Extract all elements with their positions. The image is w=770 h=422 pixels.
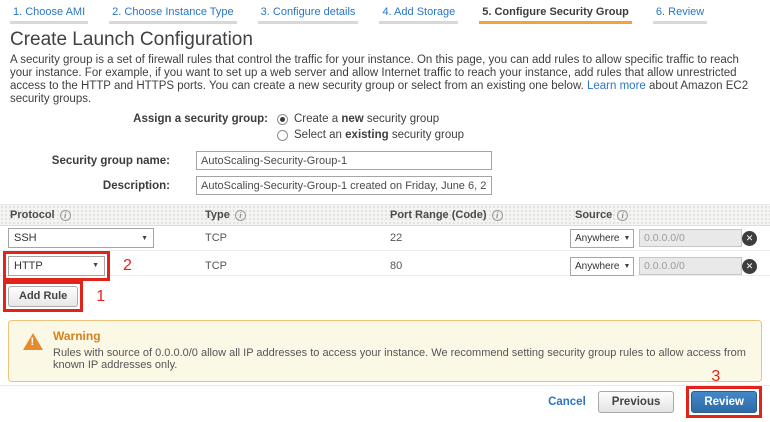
warning-box: ! Warning Rules with source of 0.0.0.0/0… — [8, 320, 762, 382]
source-cidr-input[interactable] — [639, 229, 742, 247]
rule-row-ssh: SSH▼ TCP 22 Anywhere▼ ✕ — [0, 226, 770, 251]
tab-choose-ami[interactable]: 1. Choose AMI — [10, 6, 89, 24]
description-input[interactable] — [196, 176, 492, 195]
annotation-box-2: HTTP ▼ — [3, 251, 110, 281]
chevron-down-icon: ▼ — [141, 234, 148, 242]
source-cell: Anywhere▼ ✕ — [560, 256, 770, 276]
protocol-cell: HTTP ▼ 2 — [0, 251, 195, 281]
description-row: Description: — [0, 176, 770, 195]
security-group-name-label: Security group name: — [51, 154, 170, 167]
intro-tail: about Amazon EC2 security groups. — [10, 80, 749, 105]
tab-add-storage[interactable]: 4. Add Storage — [379, 6, 459, 24]
warning-title: Warning — [53, 329, 101, 343]
info-icon[interactable]: i — [234, 209, 246, 221]
radio-select-existing-label: Select an existing security group — [294, 129, 465, 141]
review-button[interactable]: Review — [691, 391, 757, 413]
description-label: Description: — [102, 179, 170, 192]
annotation-number-2: 2 — [123, 257, 132, 274]
delete-rule-icon[interactable]: ✕ — [742, 258, 757, 274]
header-source: Source i — [560, 209, 770, 221]
protocol-select[interactable]: HTTP ▼ — [8, 256, 105, 276]
source-type-select[interactable]: Anywhere ▼ — [570, 228, 634, 248]
annotation-box-1: Add Rule — [3, 281, 84, 312]
chevron-down-icon: ▼ — [623, 262, 631, 270]
assign-security-group-row: Assign a security group: Create a new se… — [0, 113, 770, 145]
annotation-number-1: 1 — [96, 287, 106, 305]
radio-create-new-label: Create a new security group — [294, 113, 440, 125]
assign-radio-group: Create a new security group Select an ex… — [277, 113, 464, 145]
intro-text: A security group is a set of firewall ru… — [10, 54, 739, 92]
tab-choose-instance-type[interactable]: 2. Choose Instance Type — [109, 6, 237, 24]
assign-security-group-label: Assign a security group: — [133, 113, 268, 125]
radio-select-existing-group[interactable]: Select an existing security group — [277, 129, 464, 141]
info-icon[interactable]: i — [59, 209, 71, 221]
tab-configure-details[interactable]: 3. Configure details — [257, 6, 359, 24]
delete-rule-icon[interactable]: ✕ — [742, 230, 757, 246]
source-type-select[interactable]: Anywhere ▼ — [570, 256, 634, 276]
chevron-down-icon: ▼ — [623, 234, 631, 242]
page-title: Create Launch Configuration — [10, 29, 253, 50]
security-group-form: Assign a security group: Create a new se… — [0, 113, 770, 195]
warning-message: Rules with source of 0.0.0.0/0 allow all… — [53, 347, 746, 371]
type-cell: TCP — [205, 260, 227, 272]
type-cell: TCP — [205, 232, 227, 244]
tab-review[interactable]: 6. Review — [652, 6, 708, 24]
rules-table-header: Protocol i Type i Port Range (Code) i Sourc… — [0, 204, 770, 226]
protocol-cell: SSH ▼ — [0, 228, 195, 248]
intro-paragraph: A security group is a set of firewall ru… — [10, 54, 758, 106]
source-cell: Anywhere▼ ✕ — [560, 228, 770, 248]
radio-create-new-group[interactable]: Create a new security group — [277, 113, 464, 125]
security-rules-table: Protocol i Type i Port Range (Code) i Sourc… — [0, 204, 770, 281]
footer-actions: Cancel Previous 3 Review — [548, 369, 762, 418]
footer-divider — [0, 385, 770, 386]
wizard-tab-bar: 1. Choose AMI 2. Choose Instance Type 3.… — [0, 0, 770, 24]
security-group-name-row: Security group name: — [0, 151, 770, 170]
warning-icon: ! — [23, 333, 43, 350]
tab-configure-security-group[interactable]: 5. Configure Security Group — [479, 6, 632, 24]
radio-button-unselected-icon[interactable] — [277, 129, 288, 141]
add-rule-button[interactable]: Add Rule — [8, 286, 79, 307]
rule-row-http: HTTP▼ 2 TCP 80 Anywhere▼ ✕ — [0, 251, 770, 281]
learn-more-link[interactable]: Learn more — [587, 80, 646, 92]
radio-button-selected-icon[interactable] — [277, 113, 288, 125]
cancel-link[interactable]: Cancel — [548, 396, 586, 408]
header-type: Type i — [195, 209, 380, 221]
port-cell: 22 — [390, 232, 403, 244]
annotation-box-3: 3 Review — [686, 369, 762, 418]
previous-button[interactable]: Previous — [597, 391, 675, 413]
header-protocol: Protocol i — [0, 209, 195, 221]
info-icon[interactable]: i — [617, 209, 629, 221]
annotation-number-3: 3 — [711, 368, 721, 385]
header-port-range: Port Range (Code) i — [380, 209, 560, 221]
protocol-select[interactable]: SSH ▼ — [8, 228, 154, 248]
security-group-name-input[interactable] — [196, 151, 492, 170]
source-cidr-input[interactable] — [639, 257, 742, 275]
port-cell: 80 — [390, 260, 403, 272]
info-icon[interactable]: i — [491, 209, 503, 221]
add-rule-area: Add Rule 1 — [3, 281, 770, 312]
